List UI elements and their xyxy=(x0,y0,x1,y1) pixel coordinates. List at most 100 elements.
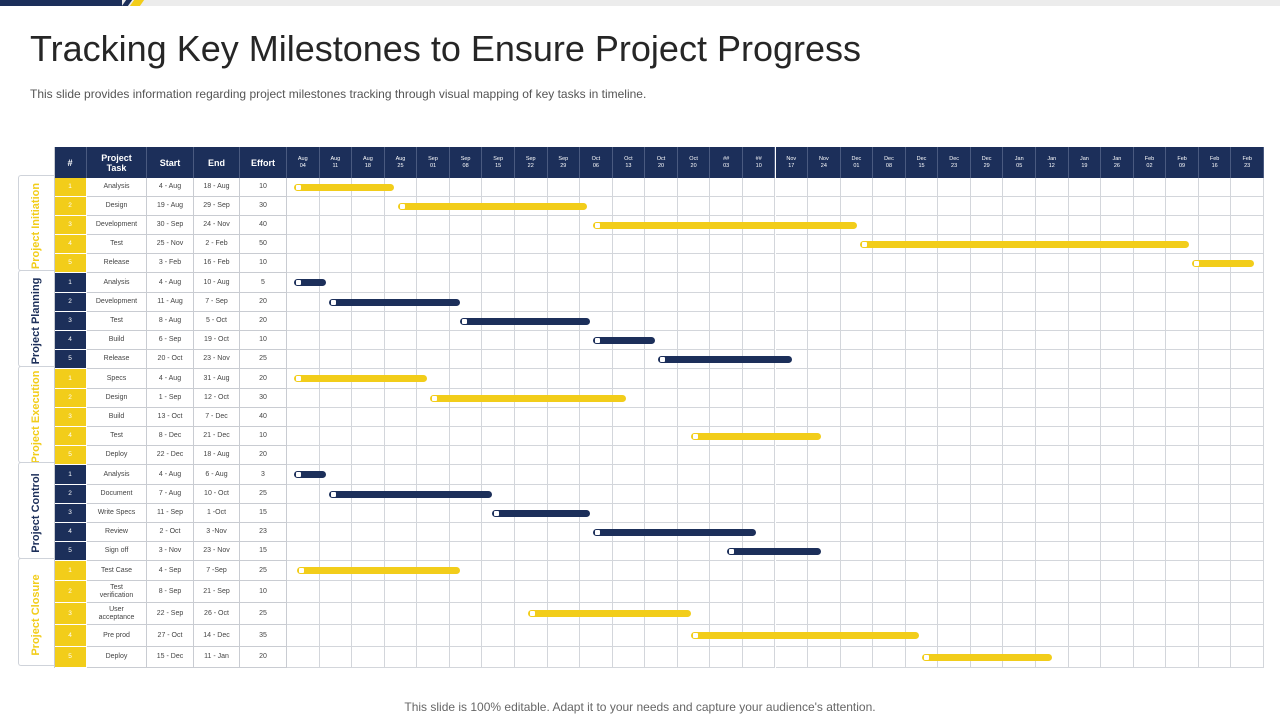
timeline-cell xyxy=(645,197,678,216)
milestone-bar[interactable] xyxy=(296,567,460,574)
timeline-cell xyxy=(580,235,613,254)
milestone-bar[interactable] xyxy=(293,279,327,286)
timeline-cell xyxy=(905,273,939,293)
timeline-cell xyxy=(970,523,1004,542)
timeline-cell xyxy=(905,408,939,427)
milestone-bar[interactable] xyxy=(293,183,395,191)
timeline-cell xyxy=(938,389,971,408)
timeline-cell xyxy=(775,647,809,668)
timeline-cell xyxy=(775,178,809,197)
milestone-bar[interactable] xyxy=(593,528,756,536)
timeline-cell xyxy=(384,504,418,523)
timeline-cell xyxy=(1133,293,1167,312)
timeline-cell xyxy=(905,446,939,465)
timeline-cell xyxy=(1003,216,1037,235)
timeline-cell xyxy=(775,273,809,293)
timeline-cell xyxy=(873,293,906,312)
timeline-cell xyxy=(1036,504,1069,523)
milestone-bar[interactable] xyxy=(690,432,822,440)
timeline-cell xyxy=(482,625,515,647)
header-date: Feb 23 xyxy=(1231,147,1264,178)
milestone-bar[interactable] xyxy=(397,202,587,210)
task-start: 22 - Dec xyxy=(147,446,194,465)
milestone-bar[interactable] xyxy=(1192,259,1255,267)
timeline-cell xyxy=(514,216,548,235)
timeline-cell xyxy=(873,408,906,427)
timeline-cell xyxy=(710,312,743,331)
header-date: Jan 26 xyxy=(1101,147,1134,178)
task-start: 22 - Sep xyxy=(147,603,194,625)
timeline-cell xyxy=(645,465,678,485)
timeline-cell xyxy=(808,603,841,625)
timeline-cell xyxy=(482,465,515,485)
timeline-cell xyxy=(1068,581,1102,603)
milestone-bar[interactable] xyxy=(293,375,428,382)
timeline-cell xyxy=(580,350,613,369)
milestone-bar[interactable] xyxy=(492,509,590,517)
timeline-cell xyxy=(482,235,515,254)
header-effort-label: Effort xyxy=(251,157,275,168)
milestone-bar[interactable] xyxy=(430,394,626,402)
timeline-cell xyxy=(449,331,483,350)
milestone-bar[interactable] xyxy=(922,653,1053,661)
header-date: Jan 05 xyxy=(1003,147,1037,178)
milestone-bar[interactable] xyxy=(293,471,327,478)
timeline-cell xyxy=(775,523,809,542)
timeline-cell xyxy=(645,446,678,465)
milestone-bar[interactable] xyxy=(690,632,919,639)
task-end: 18 - Aug xyxy=(194,178,240,197)
timeline-cell xyxy=(580,465,613,485)
milestone-bar[interactable] xyxy=(459,317,590,325)
milestone-bar[interactable] xyxy=(527,610,691,617)
milestone-bar[interactable] xyxy=(593,336,655,344)
timeline-cell xyxy=(612,197,646,216)
timeline-cell xyxy=(547,542,581,561)
bar-start-marker xyxy=(529,611,535,616)
task-name: Test xyxy=(87,312,147,331)
task-effort: 50 xyxy=(240,235,287,254)
milestone-bar[interactable] xyxy=(860,240,1190,248)
task-start: 27 - Oct xyxy=(147,625,194,647)
timeline-cell xyxy=(873,581,906,603)
timeline-cell xyxy=(808,197,841,216)
timeline-cell xyxy=(547,408,581,427)
timeline-cell xyxy=(514,350,548,369)
milestone-bar[interactable] xyxy=(658,355,792,363)
timeline-cell xyxy=(612,254,646,273)
timeline-cell xyxy=(873,647,906,668)
task-number: 4 xyxy=(54,523,87,542)
timeline-cell xyxy=(970,293,1004,312)
header-date-label: ## 10 xyxy=(755,155,762,169)
milestone-bar[interactable] xyxy=(593,221,857,229)
timeline-cell xyxy=(1231,504,1264,523)
timeline-cell xyxy=(1068,465,1102,485)
timeline-cell xyxy=(1068,427,1102,446)
milestone-bar[interactable] xyxy=(726,547,822,555)
timeline-cell xyxy=(1198,603,1232,625)
task-number: 2 xyxy=(54,485,87,504)
timeline-cell xyxy=(1101,293,1134,312)
task-end: 1 -Oct xyxy=(194,504,240,523)
timeline-cell xyxy=(580,427,613,446)
task-effort: 10 xyxy=(240,178,287,197)
task-end: 2 - Feb xyxy=(194,235,240,254)
timeline-cell xyxy=(580,504,613,523)
milestone-bar[interactable] xyxy=(329,298,460,306)
timeline-cell xyxy=(1068,485,1102,504)
header-date-label: ## 03 xyxy=(723,155,730,169)
timeline-cell xyxy=(645,647,678,668)
timeline-cell xyxy=(352,625,385,647)
timeline-cell xyxy=(514,273,548,293)
header-date: Nov 17 xyxy=(775,147,809,178)
timeline-cell xyxy=(514,178,548,197)
timeline-cell xyxy=(1166,369,1199,389)
task-effort: 35 xyxy=(240,625,287,647)
task-number: 5 xyxy=(54,350,87,369)
milestone-bar[interactable] xyxy=(329,490,493,498)
timeline-cell xyxy=(384,581,418,603)
timeline-cell xyxy=(1036,350,1069,369)
timeline-cell xyxy=(710,561,743,581)
timeline-cell xyxy=(352,427,385,446)
header-date: Oct 13 xyxy=(612,147,646,178)
bar-start-marker xyxy=(692,633,698,638)
